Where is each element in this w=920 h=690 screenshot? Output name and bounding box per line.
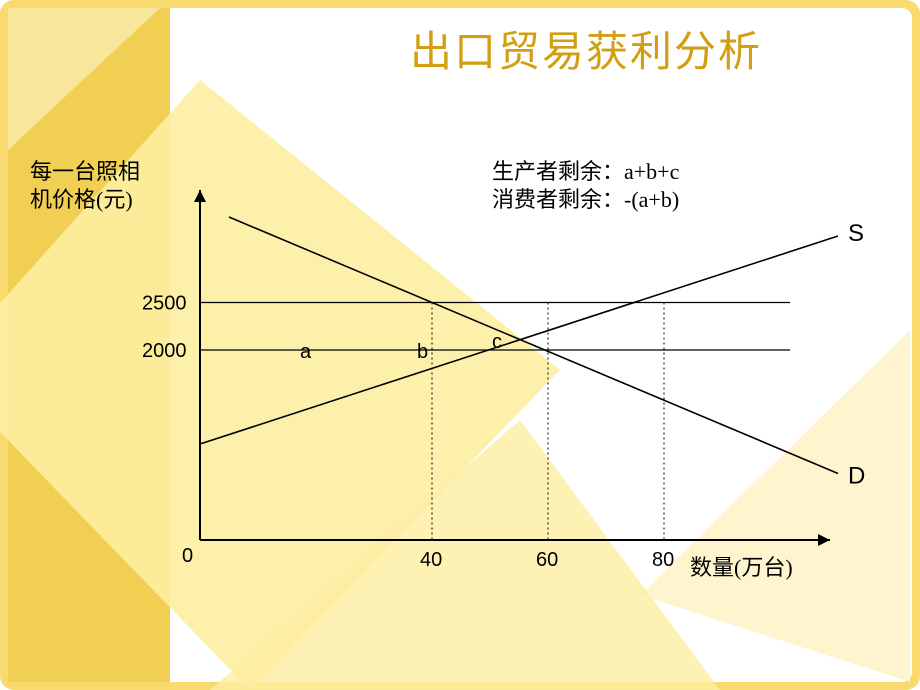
x-tick-label: 60 <box>536 549 558 571</box>
x-tick-label: 80 <box>652 549 674 571</box>
supply-label: S <box>848 220 864 247</box>
x-axis-arrow <box>818 534 830 546</box>
y-axis-arrow <box>194 190 206 202</box>
y-tick-label: 2000 <box>142 340 187 362</box>
demand-line <box>229 217 838 474</box>
slide-stage: 出口贸易获利分析 每一台照相机价格(元) 生产者剩余：a+b+c消费者剩余：-(… <box>0 0 920 690</box>
region-label: b <box>417 341 428 363</box>
origin-label: 0 <box>182 545 193 567</box>
demand-label: D <box>848 463 865 490</box>
region-label: a <box>300 341 312 363</box>
y-tick-label: 2500 <box>142 293 187 315</box>
x-tick-label: 40 <box>420 549 442 571</box>
supply-line <box>200 236 838 444</box>
x-axis-label: 数量(万台) <box>690 550 793 582</box>
supply-demand-chart: 0 2000 2500 40 60 80 S Da b c <box>0 0 920 690</box>
region-label: c <box>492 331 502 353</box>
